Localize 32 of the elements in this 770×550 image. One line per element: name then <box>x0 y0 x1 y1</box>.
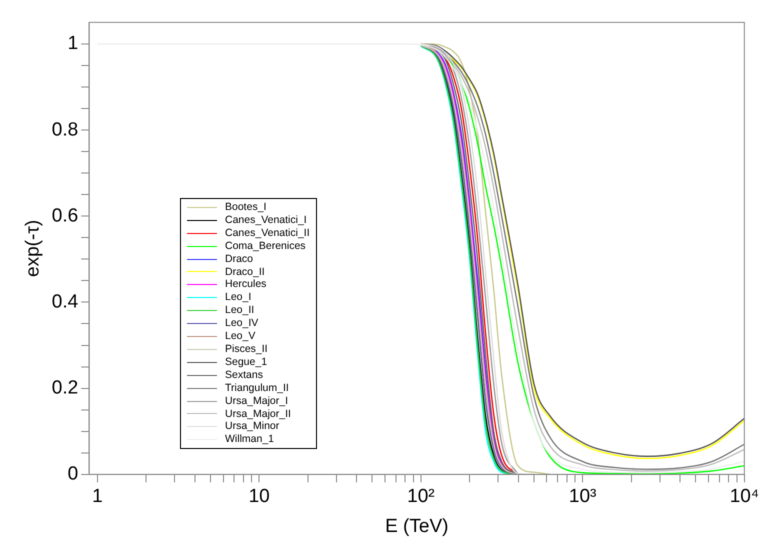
legend-label: Segue_1 <box>225 356 268 369</box>
x-tick-label: 10 <box>248 486 270 508</box>
y-tick-label: 0.4 <box>52 291 79 312</box>
legend-label: Leo_IV <box>225 317 258 330</box>
x-tick-label: 10⁴ <box>730 486 760 508</box>
legend-label: Leo_II <box>225 304 254 318</box>
legend-label: Canes_Venatici_II <box>225 226 310 240</box>
legend-label: Leo_V <box>225 330 256 343</box>
y-axis-title: exp(-τ) <box>22 220 44 277</box>
legend-label: Ursa_Minor <box>225 420 280 434</box>
x-axis-title: E (TeV) <box>385 516 448 537</box>
legend-label: Ursa_Major_II <box>225 408 291 420</box>
y-tick-label: 1 <box>68 33 78 54</box>
legend-label: Coma_Berenices <box>225 240 306 253</box>
legend-label: Sextans <box>225 368 263 382</box>
legend-label: Draco <box>225 252 254 266</box>
legend-label: Canes_Venatici_I <box>225 214 307 227</box>
x-tick-label: 10² <box>407 486 435 508</box>
y-tick-label: 0.8 <box>52 119 78 140</box>
legend-label: Hercules <box>225 278 266 292</box>
legend-label: Triangulum_II <box>225 382 289 395</box>
y-tick-label: 0.6 <box>52 205 78 226</box>
legend-label: Leo_I <box>225 291 252 304</box>
legend-label: Ursa_Major_I <box>225 394 288 408</box>
x-tick-label: 10³ <box>568 486 596 508</box>
x-tick-label: 1 <box>92 486 103 508</box>
y-tick-label: 0 <box>68 464 78 485</box>
legend-label: Draco_II <box>225 266 265 278</box>
legend-label: Pisces_II <box>225 342 268 356</box>
legend-label: Bootes_I <box>225 201 266 214</box>
legend-label: Willman_1 <box>225 433 274 446</box>
y-tick-label: 0.2 <box>52 378 78 399</box>
